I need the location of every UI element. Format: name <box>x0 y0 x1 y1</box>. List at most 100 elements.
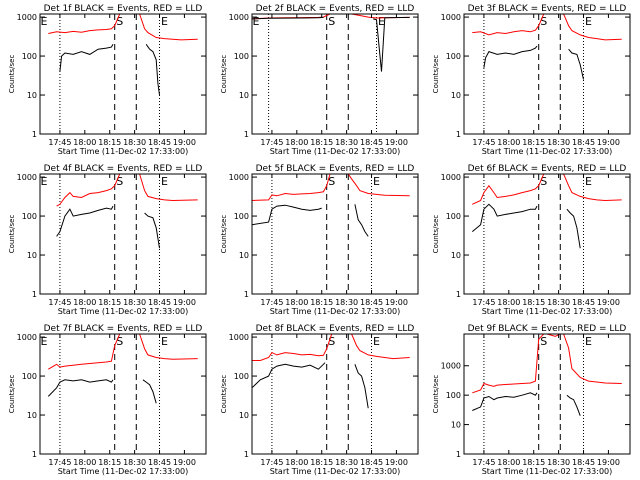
panel-title: Det 6f BLACK = Events, RED = LLD <box>468 164 627 174</box>
marker-label: S <box>328 335 335 348</box>
y-axis-label: Counts/sec <box>432 55 440 94</box>
y-tick-label: 1 <box>456 450 461 459</box>
x-tick-label: 18:45 <box>148 138 171 147</box>
x-tick-label: 18:30 <box>123 298 146 307</box>
marker-label: S <box>328 175 335 188</box>
x-tick-label: 17:45 <box>472 458 495 467</box>
events-series-line <box>252 204 322 226</box>
marker-label: S <box>328 15 335 28</box>
panel-title: Det 3f BLACK = Events, RED = LLD <box>468 4 627 14</box>
x-tick-label: 18:30 <box>123 458 146 467</box>
y-tick-label: 1 <box>456 290 461 299</box>
events-series-line-late <box>144 212 160 249</box>
x-axis-label: Start Time (11-Dec-02 17:33:00) <box>58 307 189 316</box>
marker-label: E <box>41 175 48 188</box>
marker-label: E <box>373 175 380 188</box>
plot-frame <box>39 173 207 295</box>
x-axis-label: Start Time (11-Dec-02 17:33:00) <box>482 147 613 156</box>
events-series-line-late <box>566 208 581 249</box>
y-tick-label: 10 <box>451 421 461 430</box>
y-tick-label: 1000 <box>229 333 249 342</box>
lld-series-line <box>472 14 622 41</box>
events-series-line <box>483 45 538 68</box>
x-tick-label: 18:00 <box>73 138 96 147</box>
x-tick-label: 19:00 <box>597 138 620 147</box>
marker-label: E <box>161 175 168 188</box>
marker-label: E <box>378 15 385 28</box>
x-tick-label: 19:00 <box>385 138 408 147</box>
x-tick-label: 18:15 <box>98 138 121 147</box>
x-tick-label: 18:45 <box>360 138 383 147</box>
x-tick-label: 19:00 <box>385 298 408 307</box>
x-tick-label: 18:45 <box>572 138 595 147</box>
x-tick-label: 17:45 <box>260 458 283 467</box>
marker-label: S <box>116 335 123 348</box>
y-tick-label: 1000 <box>17 13 37 22</box>
marker-label: E <box>373 335 380 348</box>
y-tick-label: 1 <box>32 450 37 459</box>
events-series-line <box>56 205 114 237</box>
lld-series-line <box>56 174 198 207</box>
x-tick-label: 18:15 <box>310 458 333 467</box>
x-tick-label: 18:45 <box>148 458 171 467</box>
x-tick-label: 19:00 <box>173 138 196 147</box>
x-tick-label: 18:30 <box>547 138 570 147</box>
y-tick-label: 1000 <box>441 13 461 22</box>
x-tick-label: 18:45 <box>148 298 171 307</box>
plot-frame <box>463 13 631 135</box>
y-axis-label: Counts/sec <box>220 215 228 254</box>
events-series-line-late <box>566 394 581 416</box>
plot-frame <box>463 333 631 455</box>
x-tick-label: 18:30 <box>547 298 570 307</box>
marker-label: E <box>585 175 592 188</box>
x-tick-label: 18:30 <box>335 138 358 147</box>
x-axis-label: Start Time (11-Dec-02 17:33:00) <box>270 307 401 316</box>
x-tick-label: 18:30 <box>335 298 358 307</box>
y-tick-label: 1000 <box>229 173 249 182</box>
x-tick-label: 17:45 <box>472 298 495 307</box>
events-series-line-late <box>354 364 369 409</box>
marker-label: E <box>585 15 592 28</box>
y-axis-label: Counts/sec <box>220 55 228 94</box>
y-tick-label: 10 <box>27 251 37 260</box>
y-tick-label: 1 <box>244 450 249 459</box>
y-tick-label: 1 <box>244 290 249 299</box>
events-series-line <box>252 362 326 389</box>
x-tick-label: 18:00 <box>73 298 96 307</box>
x-axis-label: Start Time (11-Dec-02 17:33:00) <box>58 467 189 476</box>
x-tick-label: 18:00 <box>285 138 308 147</box>
x-tick-label: 19:00 <box>385 458 408 467</box>
x-tick-label: 18:15 <box>310 138 333 147</box>
y-tick-label: 100 <box>446 212 461 221</box>
plot-frame <box>39 13 207 135</box>
y-tick-label: 1000 <box>229 13 249 22</box>
y-tick-label: 100 <box>22 212 37 221</box>
events-series-line <box>252 16 324 20</box>
marker-label: S <box>116 15 123 28</box>
events-series-line-late <box>142 379 157 404</box>
panel-title: Det 9f BLACK = Events, RED = LLD <box>468 324 627 334</box>
y-tick-label: 10 <box>27 91 37 100</box>
y-tick-label: 10 <box>239 251 249 260</box>
y-axis-label: Counts/sec <box>8 375 16 414</box>
x-tick-label: 17:45 <box>472 138 495 147</box>
x-tick-label: 18:15 <box>522 458 545 467</box>
x-tick-label: 19:00 <box>173 298 196 307</box>
x-tick-label: 18:45 <box>572 298 595 307</box>
events-series-line <box>472 392 538 411</box>
panel-title: Det 4f BLACK = Events, RED = LLD <box>44 164 203 174</box>
x-tick-label: 18:15 <box>522 298 545 307</box>
y-tick-label: 1 <box>32 290 37 299</box>
y-tick-label: 10 <box>239 411 249 420</box>
plot-frame <box>251 173 419 295</box>
panel-title: Det 2f BLACK = Events, RED = LLD <box>256 4 415 14</box>
y-tick-label: 100 <box>234 372 249 381</box>
events-series-line <box>59 44 114 72</box>
x-tick-label: 19:00 <box>597 298 620 307</box>
lld-series-line <box>472 334 622 394</box>
x-axis-label: Start Time (11-Dec-02 17:33:00) <box>482 467 613 476</box>
